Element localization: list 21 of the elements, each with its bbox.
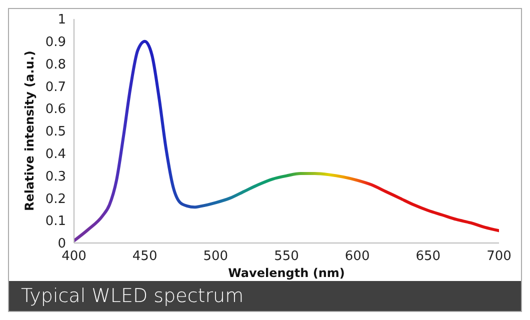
x-tick-label: 400 (62, 249, 86, 264)
y-tick-label: 0.5 (45, 124, 66, 140)
x-tick-label: 450 (132, 249, 158, 264)
y-tick-label: 0.9 (45, 35, 66, 50)
y-axis-title: Relative intensity (a.u.) (22, 50, 36, 211)
y-tick-label: 0.8 (45, 57, 66, 72)
y-tick-label: 0.6 (45, 102, 66, 118)
y-tick-label: 0.7 (45, 80, 66, 95)
x-axis-title: Wavelength (nm) (228, 266, 345, 280)
y-tick-label: 0 (58, 236, 66, 252)
x-tick-label: 650 (416, 249, 441, 264)
y-tick-label: 0.4 (45, 147, 66, 162)
text: Typical WLED spectrum (21, 285, 244, 307)
x-tick-label: 500 (203, 249, 228, 264)
y-tick-label: 0.3 (45, 169, 66, 184)
x-tick-label: 600 (344, 249, 370, 264)
y-tick-label: 0.2 (45, 192, 66, 207)
y-tick-label: 0.1 (45, 214, 66, 230)
x-tick-label: 550 (274, 249, 299, 264)
y-tick-label: 1 (58, 12, 66, 28)
x-tick-label: 700 (486, 249, 512, 264)
